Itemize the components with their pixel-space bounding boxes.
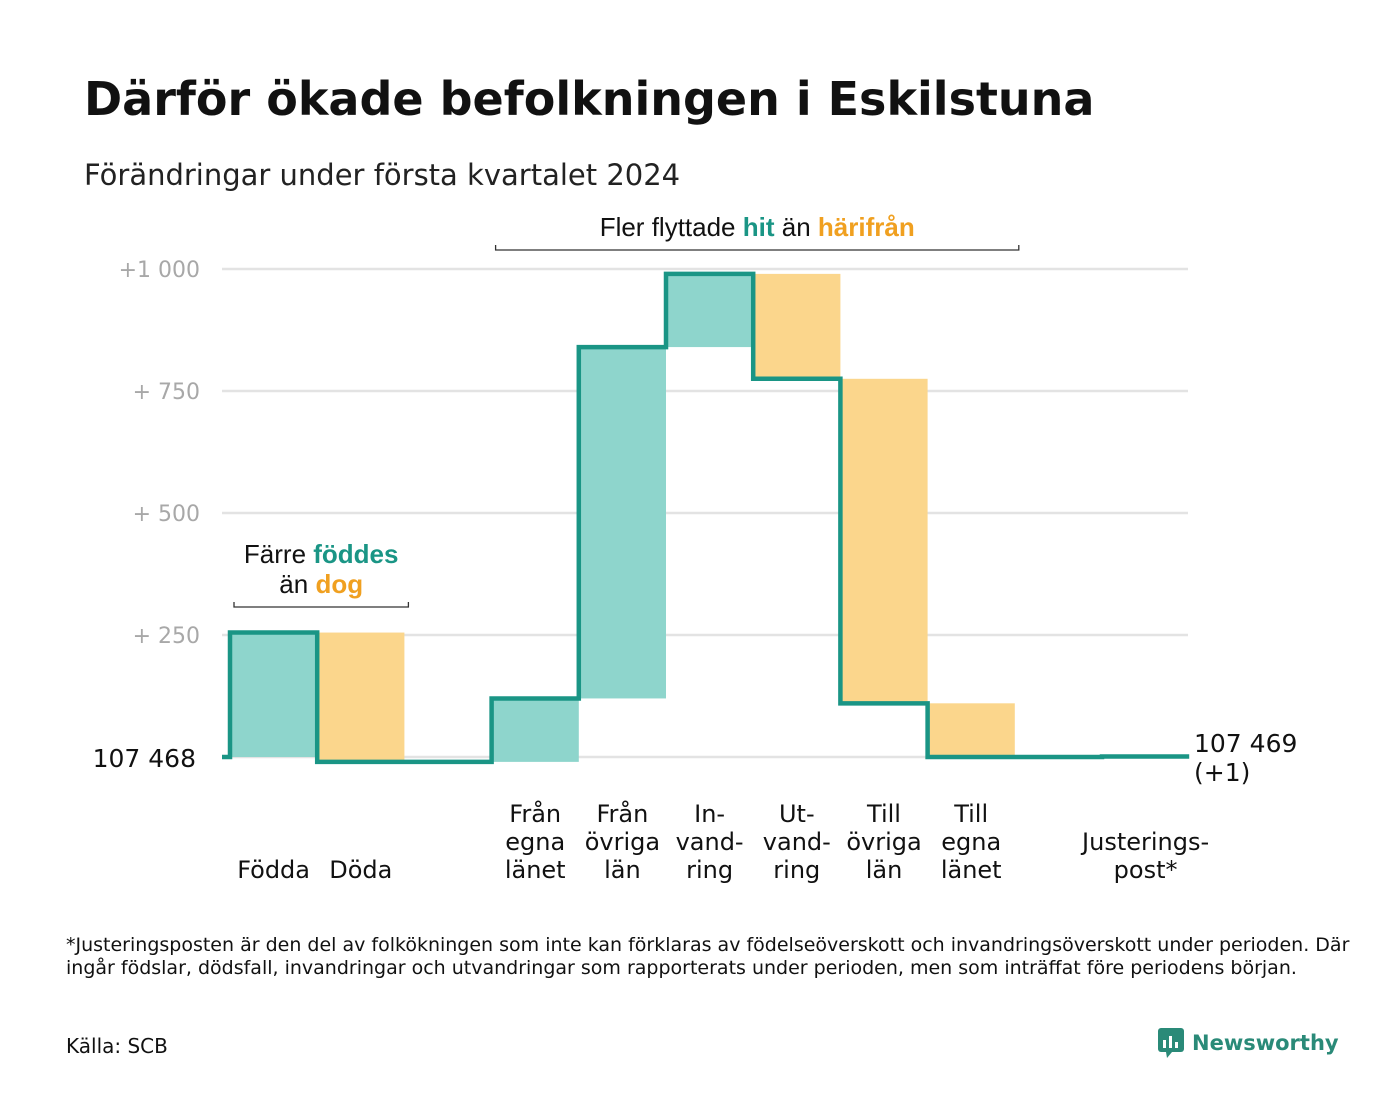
x-category-label: län <box>866 856 903 884</box>
waterfall-chart: + 250 + 500 + 750 +1 000 107 468 107 469(+1) F… <box>93 212 1298 884</box>
x-category-label: länet <box>941 856 1002 884</box>
x-category-label: Till <box>953 800 988 828</box>
y-tick-label: + 250 <box>133 624 200 649</box>
x-category-label: Födda <box>237 856 310 884</box>
x-category-label: In- <box>694 800 725 828</box>
annotation-word: än <box>775 212 811 242</box>
waterfall-bar <box>753 273 841 379</box>
source-label: Källa: SCB <box>66 1034 168 1058</box>
x-category-label: vand- <box>676 828 744 856</box>
annotation-word: härifrån <box>811 212 915 242</box>
waterfall-bar <box>491 698 579 762</box>
footnote: *Justeringsposten är den del av folkökni… <box>66 934 1350 979</box>
x-category-label: ring <box>773 856 820 884</box>
annotation-text: Färre föddes <box>244 539 399 569</box>
annotation-word: dog <box>308 569 363 599</box>
waterfall-bar <box>927 703 1015 757</box>
start-value-label: 107 468 <box>93 744 196 773</box>
chart-title: Därför ökade befolkningen i Eskilstuna <box>84 72 1095 126</box>
x-category-label: egna <box>505 828 565 856</box>
annotation-word: föddes <box>306 539 398 569</box>
annotation-word: än <box>279 569 308 599</box>
x-category-label: övriga <box>846 828 921 856</box>
x-category-label: Till <box>866 800 901 828</box>
annotation-text: Fler flyttade hit än härifrån <box>600 212 915 242</box>
annotation-bracket <box>233 602 410 608</box>
y-tick-label: + 750 <box>133 380 200 405</box>
end-value-change-label: (+1) <box>1194 758 1250 787</box>
waterfall-bar <box>578 347 666 699</box>
newsworthy-logo-icon <box>1158 1028 1184 1058</box>
annotation-bracket <box>494 245 1020 251</box>
x-category-label: län <box>604 856 641 884</box>
waterfall-bar <box>230 632 318 757</box>
x-category-label: Ut- <box>779 800 815 828</box>
x-category-label: övriga <box>585 828 660 856</box>
x-category-label: vand- <box>763 828 831 856</box>
waterfall-bar <box>666 273 754 348</box>
x-category-label: egna <box>941 828 1001 856</box>
chart-subtitle: Förändringar under första kvartalet 2024 <box>84 158 681 192</box>
x-category-label: Från <box>596 799 648 828</box>
y-tick-label: + 500 <box>133 502 200 527</box>
waterfall-bar <box>317 632 405 762</box>
running-total-line <box>222 271 1190 765</box>
waterfall-bar <box>840 378 928 704</box>
annotation-text: än dog <box>279 569 363 599</box>
x-category-label: ring <box>686 856 733 884</box>
x-category-label: Döda <box>329 856 392 884</box>
brand-name: Newsworthy <box>1192 1031 1339 1055</box>
x-category-label: Från <box>509 799 561 828</box>
brand-logo[interactable]: Newsworthy <box>1158 1028 1339 1058</box>
x-category-label: länet <box>505 856 566 884</box>
y-tick-label: +1 000 <box>119 258 200 283</box>
annotation-word: hit <box>736 212 775 242</box>
x-category-label: Justerings- <box>1080 828 1209 856</box>
annotation-word: Färre <box>244 539 306 569</box>
annotation-word: Fler flyttade <box>600 212 736 242</box>
x-category-label: post* <box>1114 856 1178 884</box>
end-value-label: 107 469 <box>1194 729 1297 758</box>
